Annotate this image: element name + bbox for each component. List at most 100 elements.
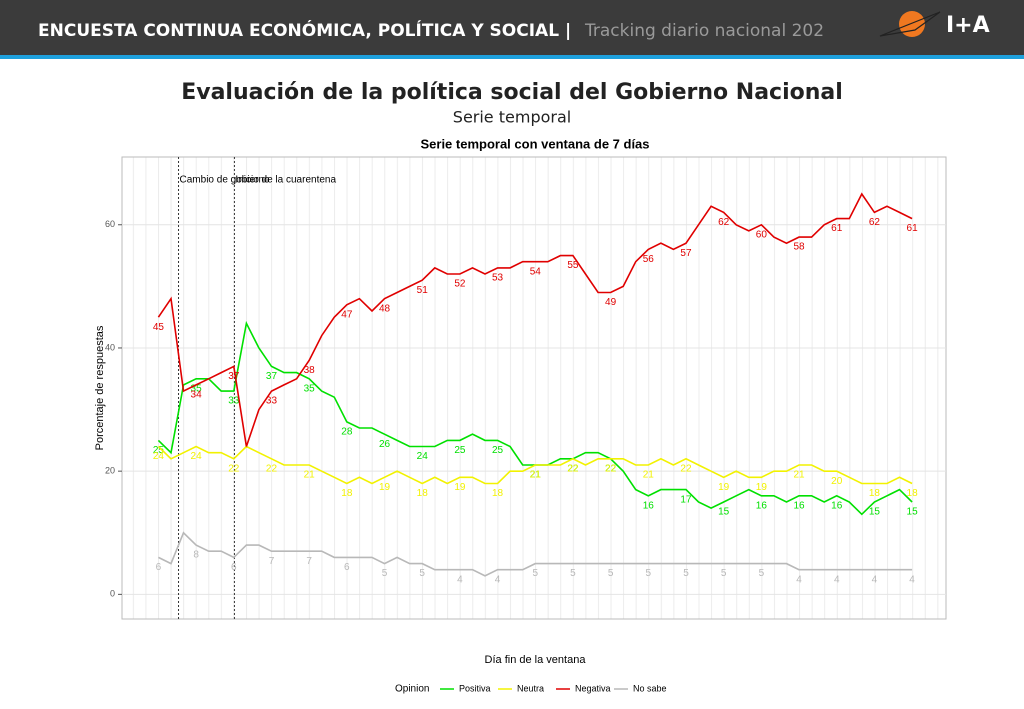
data-label: 35	[191, 383, 203, 394]
data-label: 51	[417, 285, 429, 296]
legend-title: Opinion	[395, 684, 429, 695]
data-label: 20	[831, 476, 843, 487]
data-label: 21	[530, 470, 542, 481]
data-label: 5	[570, 568, 576, 579]
data-label: 21	[643, 470, 655, 481]
data-label: 37	[228, 371, 240, 382]
data-label: 22	[605, 463, 617, 474]
data-label: 16	[756, 500, 768, 511]
data-label: 22	[680, 463, 692, 474]
data-label: 5	[608, 568, 614, 579]
data-label: 33	[266, 396, 278, 407]
data-label: 24	[417, 451, 429, 462]
x-axis-label: Día fin de la ventana	[485, 654, 587, 666]
data-label: 18	[492, 488, 504, 499]
data-label: 6	[156, 562, 162, 573]
data-label: 18	[341, 488, 353, 499]
data-label: 25	[454, 445, 466, 456]
legend-label: Positiva	[459, 683, 491, 693]
data-label: 19	[756, 482, 768, 493]
logo-icon	[899, 11, 925, 37]
header-title: ENCUESTA CONTINUA ECONÓMICA, POLÍTICA Y …	[38, 19, 571, 41]
data-label: 5	[419, 568, 425, 579]
data-label: 21	[304, 470, 316, 481]
data-label: 5	[646, 568, 652, 579]
data-label: 19	[718, 482, 730, 493]
data-label: 58	[793, 242, 805, 253]
data-label: 21	[530, 470, 542, 481]
y-tick-label: 40	[105, 342, 115, 352]
data-label: 45	[153, 322, 165, 333]
data-label: 34	[191, 390, 203, 401]
data-label: 16	[831, 500, 843, 511]
data-label: 56	[643, 254, 655, 265]
data-label: 18	[907, 488, 919, 499]
data-label: 7	[269, 556, 275, 567]
data-label: 4	[457, 574, 463, 585]
data-label: 61	[907, 223, 919, 234]
data-label: 54	[530, 266, 542, 277]
data-label: 21	[793, 470, 805, 481]
data-label: 8	[193, 550, 199, 561]
plot-area	[121, 156, 947, 620]
legend-label: Neutra	[517, 683, 544, 693]
chart-title: Evaluación de la política social del Gob…	[181, 80, 843, 105]
data-label: 48	[379, 303, 391, 314]
data-label: 62	[718, 217, 730, 228]
y-tick-label: 20	[105, 466, 115, 476]
data-label: 6	[344, 562, 350, 573]
data-label: 38	[304, 365, 316, 376]
y-tick-label: 60	[105, 219, 115, 229]
data-label: 26	[379, 439, 391, 450]
data-label: 5	[382, 568, 388, 579]
data-label: 62	[869, 217, 881, 228]
data-label: 15	[718, 507, 730, 518]
data-label: 5	[721, 568, 727, 579]
data-label: 4	[909, 574, 915, 585]
data-label: 4	[796, 574, 802, 585]
plot-title: Serie temporal con ventana de 7 días	[420, 136, 649, 151]
data-label: 7	[306, 556, 312, 567]
data-label: 33	[228, 396, 240, 407]
data-label: 18	[417, 488, 429, 499]
data-label: 47	[341, 309, 353, 320]
annotation-label: Cambio de gobierno	[180, 175, 270, 186]
data-label: 5	[759, 568, 765, 579]
data-label: 5	[683, 568, 689, 579]
data-label: 52	[454, 279, 466, 290]
data-label: 4	[495, 574, 501, 585]
data-label: 4	[872, 574, 878, 585]
y-axis-label: Porcentaje de respuestas	[94, 325, 106, 450]
annotation-label: Inicio de la cuarentena	[235, 175, 336, 186]
series-line	[157, 445, 913, 485]
data-label: 24	[153, 451, 165, 462]
data-label: 22	[605, 463, 617, 474]
data-label: 16	[643, 500, 655, 511]
series-line	[157, 192, 913, 447]
header-subtitle: Tracking diario nacional 202	[584, 21, 824, 41]
data-label: 15	[907, 507, 919, 518]
data-label: 22	[567, 463, 579, 474]
chart-subtitle: Serie temporal	[453, 108, 571, 127]
data-label: 25	[153, 445, 165, 456]
data-label: 49	[605, 297, 617, 308]
logo-text: I+A	[946, 13, 990, 38]
data-label: 57	[680, 248, 692, 259]
data-label: 5	[532, 568, 538, 579]
data-label: 22	[567, 463, 579, 474]
data-label: 16	[793, 500, 805, 511]
data-label: 17	[680, 494, 692, 505]
series-line	[158, 531, 913, 577]
data-label: 22	[228, 463, 240, 474]
data-label: 22	[266, 463, 278, 474]
data-label: 61	[831, 223, 843, 234]
data-label: 18	[869, 488, 881, 499]
data-label: 4	[834, 574, 840, 585]
data-label: 55	[567, 260, 579, 271]
header-bar	[0, 0, 1024, 55]
data-label: 6	[231, 562, 237, 573]
data-label: 28	[341, 427, 353, 438]
data-label: 19	[379, 482, 391, 493]
y-tick-label: 0	[110, 589, 115, 599]
